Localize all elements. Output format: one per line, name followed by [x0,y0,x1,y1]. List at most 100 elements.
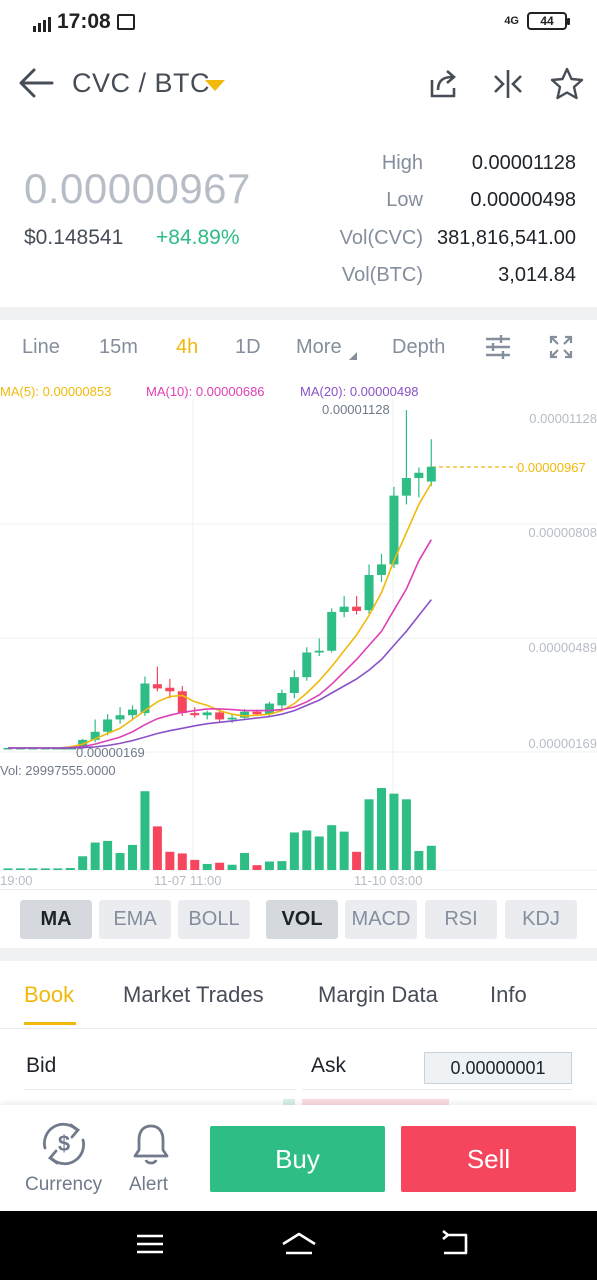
fullscreen-icon[interactable] [549,335,573,359]
candle-body [264,703,274,715]
price-change: +84.89% [156,226,240,249]
x-tick-label: 11-10 03:00 [354,873,422,888]
tab-15m[interactable]: 15m [99,336,138,358]
tab-4h[interactable]: 4h [176,336,199,358]
high-marker-label: 0.00001128 [322,402,390,417]
header: CVC / BTC [0,50,597,120]
back-arrow-icon[interactable] [18,66,54,100]
last-price-label: 0.00000967 [517,460,586,475]
currency-icon[interactable]: $ [37,1120,91,1168]
grid [0,398,597,878]
system-nav-bar [0,1211,597,1280]
tab-book[interactable]: Book [24,982,75,1007]
pair-dropdown-icon[interactable] [205,80,225,91]
indicator-ema-button[interactable]: EMA [99,900,171,939]
volume-bar [78,856,88,870]
tab-market-trades[interactable]: Market Trades [123,982,264,1007]
volume-bar [389,793,399,870]
y-tick-label: 0.00000489 [528,640,597,655]
volume-bar [15,868,25,870]
indicator-rsi-button[interactable]: RSI [425,900,497,939]
usd-price: $0.148541 [24,226,124,249]
volume-bar [152,826,162,870]
x-tick-label: 11-07 11:00 [154,873,221,888]
candle-body [414,472,424,479]
candle-body [352,606,362,611]
volume-bar [289,832,299,870]
stat-high-label: High [381,152,423,174]
volume-legend: Vol: 29997555.0000 [0,763,116,778]
low-marker-label: 0.00000169 [76,745,145,760]
volume-bar [90,842,100,870]
currency-label[interactable]: Currency [25,1174,103,1195]
tab-margin-data[interactable]: Margin Data [318,982,438,1007]
back-nav-icon[interactable] [440,1229,470,1259]
candle-body [103,719,113,732]
candle-body [327,611,337,651]
ma20-line [8,599,432,749]
status-bar: 17:08 4G 44 [0,0,597,46]
compare-icon[interactable] [490,66,526,102]
tab-depth[interactable]: Depth [392,336,446,358]
candle-body [401,478,411,496]
bid-header-line [24,1089,296,1090]
buy-button[interactable]: Buy [210,1126,385,1192]
battery-level: 44 [540,14,554,28]
volume-bar [252,865,262,870]
home-icon[interactable] [280,1229,318,1259]
stat-low-value: 0.00000498 [470,189,576,211]
signal-icon [33,12,51,32]
volume-bar [202,863,212,870]
volume-bar [115,853,125,870]
candlestick-chart[interactable]: MA(5): 0.00000853 MA(10): 0.00000686 MA(… [0,378,597,890]
candle-body [426,466,436,482]
volume-bar [65,867,75,870]
active-tab-indicator [24,1022,76,1025]
stat-low-label: Low [386,189,423,211]
candle-body [165,687,175,692]
star-icon[interactable] [549,66,585,102]
candle-body [152,684,162,689]
settings-sliders-icon[interactable] [484,334,512,360]
tab-more[interactable]: More [296,336,342,358]
more-corner-icon [349,352,357,360]
candle-body [289,677,299,694]
volume-bar [128,844,137,870]
pair-title[interactable]: CVC / BTC [72,68,211,98]
stat-vol-btc-value: 3,014.84 [498,264,576,286]
tab-1d[interactable]: 1D [235,336,261,358]
menu-icon[interactable] [135,1229,165,1259]
ask-depth-bar [302,1099,449,1107]
sell-button[interactable]: Sell [401,1126,576,1192]
alert-label[interactable]: Alert [129,1174,169,1195]
indicator-vol-button[interactable]: VOL [266,900,338,939]
indicator-ma-button[interactable]: MA [20,900,92,939]
tab-line[interactable]: Line [22,336,60,358]
candle-body [90,731,100,740]
alert-bell-icon[interactable] [132,1122,170,1166]
candle-body [128,709,137,716]
candle-body [389,495,399,565]
section-divider [0,307,597,320]
ma5-line [8,482,432,749]
candle-body [377,564,386,575]
network-label: 4G [504,15,519,27]
indicator-boll-button[interactable]: BOLL [178,900,250,939]
volume-bar [240,853,250,870]
battery-icon: 44 [527,12,570,30]
volume-bar [377,788,386,870]
indicator-macd-button[interactable]: MACD [345,900,417,939]
share-icon[interactable] [426,66,462,102]
stat-vol-cvc-label: Vol(CVC) [339,227,423,249]
volume-bar [414,851,424,870]
volume-bar [103,840,113,870]
tab-info[interactable]: Info [490,982,527,1007]
candle-body [190,713,200,716]
volume-bar [339,831,349,870]
mail-icon [116,14,135,30]
volume-bar [314,836,324,870]
last-price: 0.00000967 [24,165,251,212]
indicator-kdj-button[interactable]: KDJ [505,900,577,939]
depth-precision-select[interactable]: 0.00000001 [424,1052,572,1084]
section-divider [0,948,597,961]
